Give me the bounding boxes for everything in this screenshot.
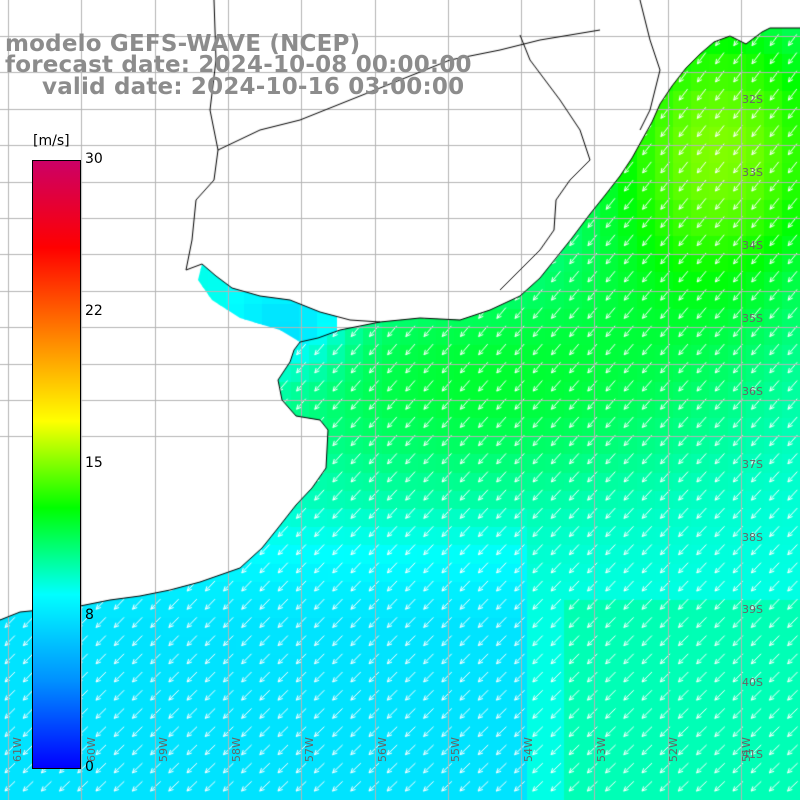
lon-label: 52W: [667, 737, 680, 762]
valid-date: valid date: 2024-10-16 03:00:00: [42, 74, 465, 100]
lon-label: 56W: [376, 737, 389, 762]
lat-label: 33S: [742, 166, 763, 179]
lat-label: 35S: [742, 312, 763, 325]
lon-label: 55W: [449, 737, 462, 762]
lat-label: 40S: [742, 676, 763, 689]
lat-label: 39S: [742, 603, 763, 616]
lat-label: 41S: [742, 748, 763, 761]
lat-label: 37S: [742, 458, 763, 471]
lon-label: 59W: [157, 737, 170, 762]
colorbar-unit: [m/s]: [33, 133, 70, 149]
colorbar-tick-22: 22: [85, 303, 103, 319]
lat-label: 34S: [742, 239, 763, 252]
model-title: modelo GEFS-WAVE (NCEP): [5, 31, 361, 57]
forecast-date: forecast date: 2024-10-08 00:00:00: [5, 52, 472, 78]
lon-label: 61W: [11, 737, 24, 762]
colorbar-tick-8: 8: [85, 607, 94, 623]
lon-label: 53W: [595, 737, 608, 762]
colorbar-tick-30: 30: [85, 151, 103, 167]
lon-label: 58W: [230, 737, 243, 762]
colorbar-tick-15: 15: [85, 455, 103, 471]
lat-label: 38S: [742, 531, 763, 544]
lon-label: 54W: [522, 737, 535, 762]
colorbar: [32, 160, 81, 769]
lat-label: 32S: [742, 93, 763, 106]
lon-label: 51W: [740, 737, 753, 762]
colorbar-tick-0: 0: [85, 759, 94, 775]
lat-label: 36S: [742, 385, 763, 398]
lon-label: 57W: [303, 737, 316, 762]
lon-label: 60W: [85, 737, 98, 762]
